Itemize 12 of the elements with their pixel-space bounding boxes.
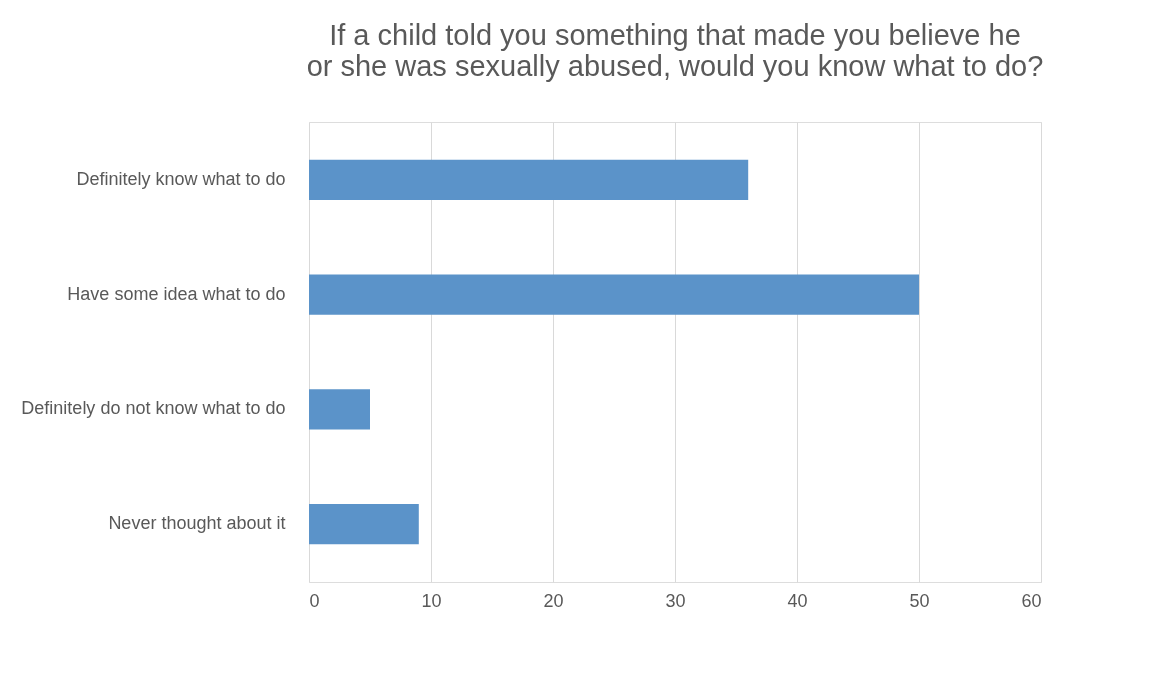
x-tick-label: 20 (543, 590, 564, 611)
chart-title: If a child told you something that made you believe he or she was sexually abused, would you know what to do? (306, 19, 1044, 82)
x-tick-label: 50 (909, 590, 930, 611)
x-tick-label: 30 (665, 590, 686, 611)
y-tick-label: Definitely know what to do (76, 168, 286, 189)
y-tick-label: Definitely do not know what to do (21, 398, 286, 419)
x-tick-label: 60 (1021, 590, 1042, 611)
y-tick-label: Never thought about it (108, 513, 286, 534)
x-tick-label: 40 (787, 590, 808, 611)
y-tick-label: Have some idea what to do (67, 283, 286, 304)
x-tick-label: 10 (421, 590, 442, 611)
x-tick-label: 0 (309, 590, 320, 611)
